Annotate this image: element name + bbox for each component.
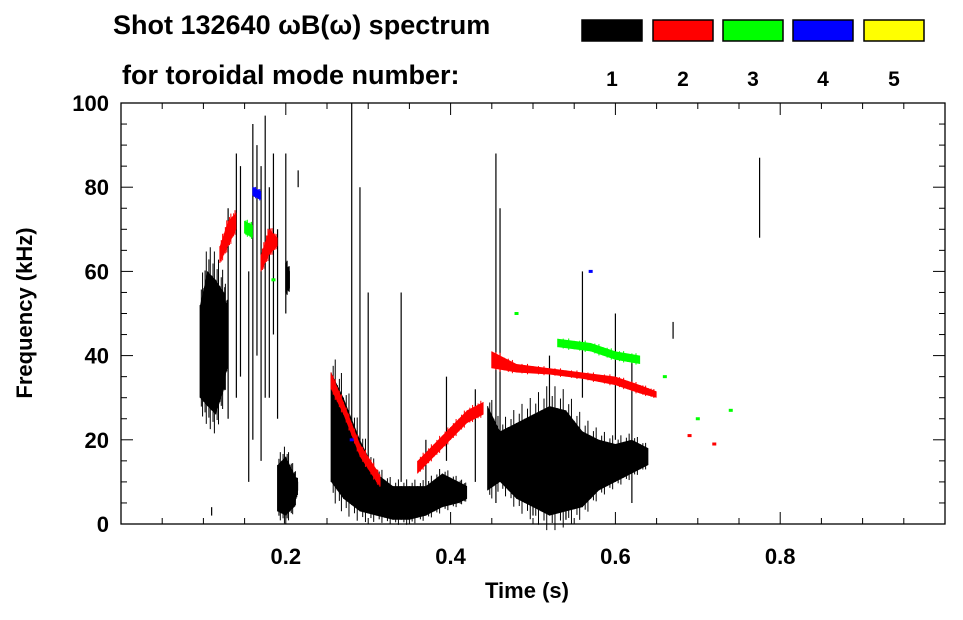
mode-3-speck [271, 278, 276, 282]
mode-2-band [491, 351, 657, 398]
legend-swatch-mode-3 [722, 19, 784, 42]
x-tick-label: 0.6 [600, 544, 631, 569]
mode-3-speck [662, 375, 667, 379]
spectrogram-marks [199, 103, 761, 531]
legend-swatch-mode-1 [581, 19, 643, 42]
chart-title: Shot 132640 ωB(ω) spectrum [113, 10, 490, 40]
legend-swatch-mode-4 [792, 19, 854, 42]
legend: 1 2 3 4 5 [581, 19, 925, 91]
x-tick-label: 0.2 [271, 544, 302, 569]
legend-label-mode-2: 2 [677, 68, 689, 91]
legend-label-mode-4: 4 [817, 68, 829, 91]
axes: 0.2 0.4 0.6 0.8 0 20 40 60 80 100 [72, 91, 946, 569]
mode-3-speck [514, 312, 519, 315]
mode-2-speck [687, 434, 692, 438]
mode-4-speck [349, 438, 354, 442]
y-tick-label: 40 [85, 344, 109, 369]
y-tick-label: 100 [72, 91, 109, 116]
y-tick-label: 0 [97, 512, 109, 537]
x-tick-label: 0.8 [765, 544, 796, 569]
mode-3-speck [695, 417, 700, 421]
y-axis-label: Frequency (kHz) [12, 227, 37, 398]
chart-subtitle: for toroidal mode number: [122, 60, 460, 90]
mode-1-band [487, 406, 649, 516]
mode-2-speck [712, 442, 717, 446]
y-tick-label: 20 [85, 428, 109, 453]
y-tick-label: 80 [85, 175, 109, 200]
y-tick-label: 60 [85, 259, 109, 284]
legend-label-mode-1: 1 [606, 68, 618, 91]
x-axis-label: Time (s) [485, 578, 569, 603]
mode-3-speck [728, 408, 733, 412]
legend-swatch-mode-5 [863, 19, 925, 42]
x-tick-label: 0.4 [435, 544, 466, 569]
mode-4-speck [588, 269, 593, 273]
legend-label-mode-3: 3 [747, 68, 759, 91]
legend-label-mode-5: 5 [888, 68, 900, 91]
legend-swatch-mode-2 [652, 19, 714, 42]
